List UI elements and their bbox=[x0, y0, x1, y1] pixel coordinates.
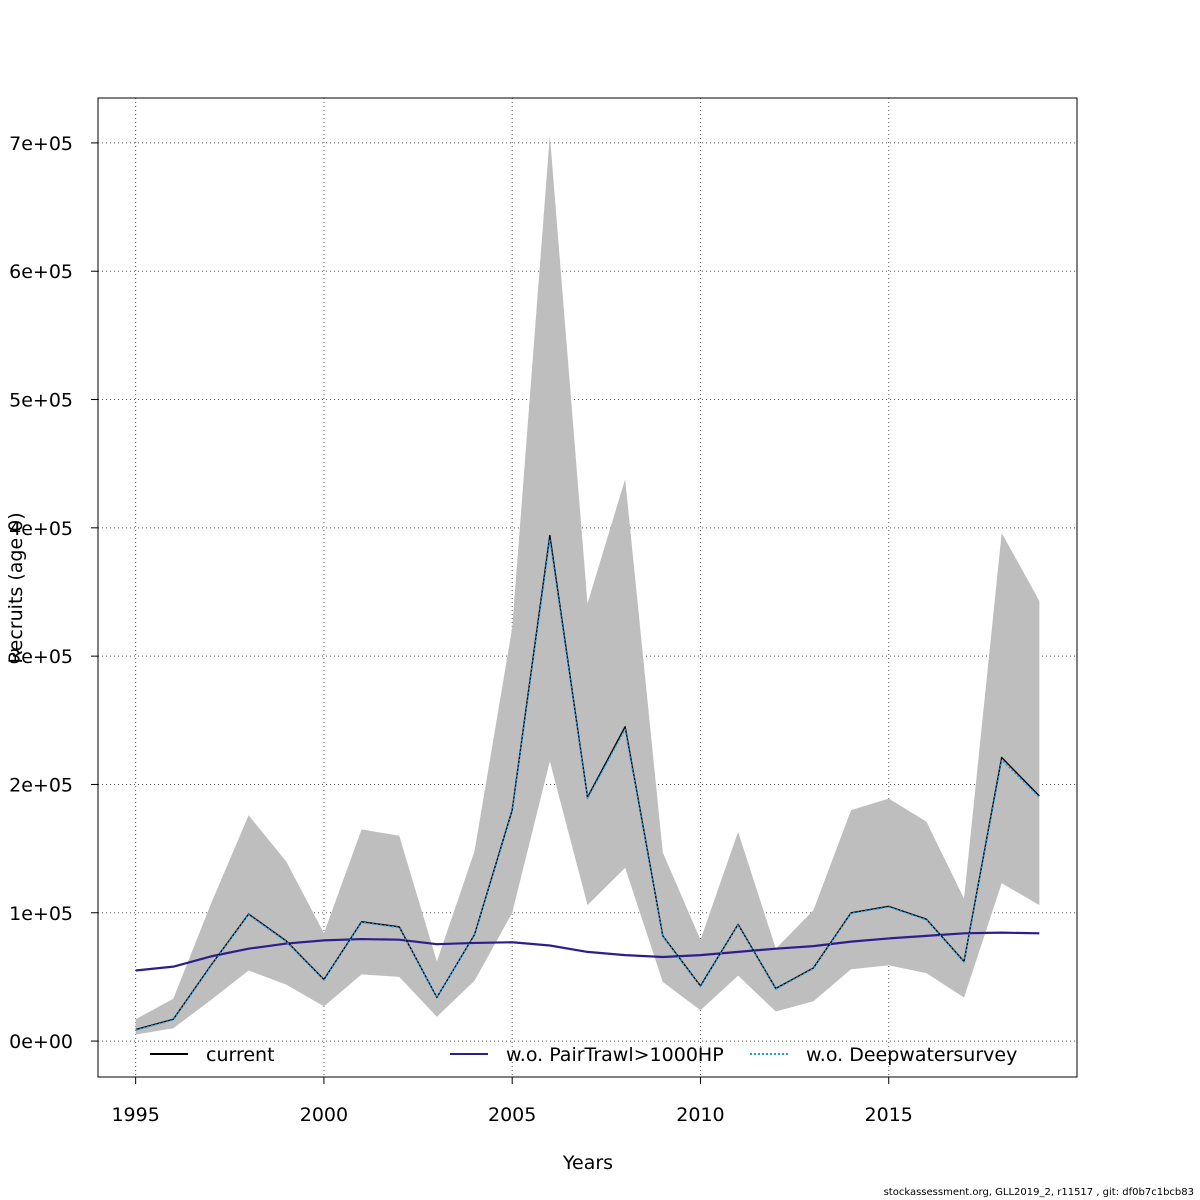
legend-label-1: w.o. PairTrawl>1000HP bbox=[506, 1044, 724, 1066]
y-axis-title: Recruits (age 0) bbox=[5, 512, 27, 663]
legend: current w.o. PairTrawl>1000HP w.o. Deepwat… bbox=[150, 1044, 1017, 1066]
y-tick-label: 4e+05 bbox=[9, 518, 73, 540]
plot-frame bbox=[97, 97, 1078, 1078]
confidence-band bbox=[135, 135, 1040, 1035]
legend-label-2: w.o. Deepwatersurvey bbox=[806, 1044, 1017, 1066]
y-tick-label: 0e+00 bbox=[9, 1031, 73, 1053]
series-layer bbox=[135, 534, 1040, 1031]
x-tick-label: 1995 bbox=[111, 1104, 159, 1126]
y-tick-label: 5e+05 bbox=[9, 390, 73, 412]
x-axis: 1995 2000 2005 2010 2015 bbox=[111, 1077, 913, 1126]
series-line-2 bbox=[135, 538, 1040, 1031]
legend-label-0: current bbox=[206, 1044, 275, 1066]
y-tick-label: 1e+05 bbox=[9, 903, 73, 925]
confidence-band-layer bbox=[135, 135, 1040, 1035]
x-tick-label: 2010 bbox=[676, 1104, 724, 1126]
y-tick-label: 3e+05 bbox=[9, 646, 73, 668]
y-tick-label: 6e+05 bbox=[9, 261, 73, 283]
y-tick-label: 2e+05 bbox=[9, 774, 73, 796]
footer-note: stockassessment.org, GLL2019_2, r11517 ,… bbox=[883, 1187, 1194, 1198]
x-tick-label: 2015 bbox=[865, 1104, 913, 1126]
y-axis: 0e+00 1e+05 2e+05 3e+05 4e+05 5e+05 6e+05 7e+05 bbox=[9, 133, 98, 1053]
series-line-1 bbox=[135, 931, 1040, 972]
y-tick-label: 7e+05 bbox=[9, 133, 73, 155]
x-tick-label: 2005 bbox=[488, 1104, 536, 1126]
x-tick-label: 2000 bbox=[300, 1104, 348, 1126]
x-axis-title: Years bbox=[562, 1152, 613, 1174]
